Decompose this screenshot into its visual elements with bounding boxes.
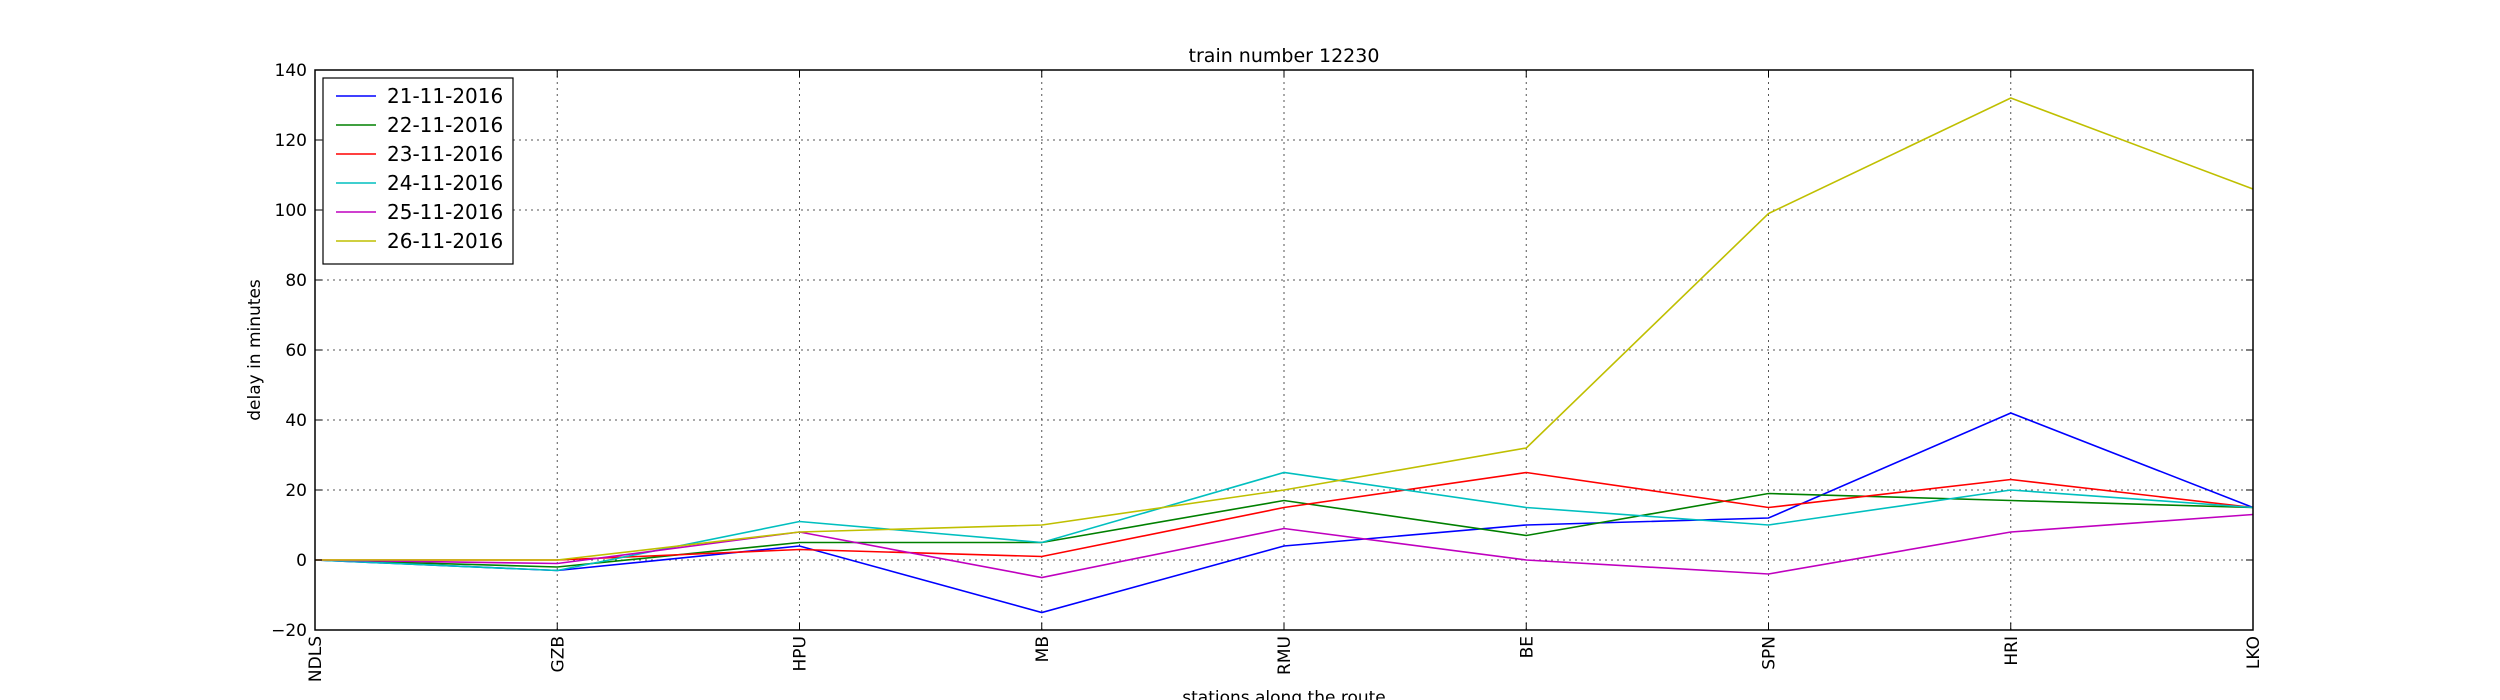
legend-label: 25-11-2016	[387, 200, 503, 224]
y-tick-label: 80	[285, 271, 307, 291]
series-line-22-11-2016	[314, 492, 2254, 568]
legend-label: 22-11-2016	[387, 113, 503, 137]
series-line-21-11-2016	[314, 412, 2254, 614]
y-tick-label: 100	[275, 201, 307, 221]
x-tick-label: HRI	[2002, 636, 2022, 666]
chart-title: train number 12230	[1189, 45, 1380, 67]
y-axis-label: delay in minutes	[245, 279, 265, 421]
y-tick-label: 60	[285, 341, 307, 361]
grid	[315, 70, 2253, 630]
series-line-26-11-2016	[315, 97, 2254, 561]
legend-label: 21-11-2016	[387, 84, 503, 108]
x-tick-label: RMU	[1275, 636, 1295, 675]
y-tick-label: 140	[275, 61, 307, 81]
y-tick-label: 20	[285, 481, 307, 501]
x-tick-label: NDLS	[306, 636, 326, 682]
legend: 21-11-2016 22-11-2016 23-11-2016 24-11-2016…	[322, 77, 514, 265]
y-tick-label: −20	[271, 621, 307, 641]
y-tick-label: 0	[296, 551, 307, 571]
legend-label: 26-11-2016	[387, 229, 503, 253]
y-tick-label: 40	[285, 411, 307, 431]
series-line-25-11-2016	[314, 513, 2254, 579]
x-tick-label: BE	[1517, 636, 1537, 658]
y-tick-label: 120	[275, 131, 307, 151]
x-axis-label: stations along the route	[1182, 688, 1386, 700]
legend-label: 24-11-2016	[387, 171, 503, 195]
x-tick-label: MB	[1033, 636, 1053, 662]
x-tick-label: GZB	[548, 636, 568, 672]
series-line-23-11-2016	[315, 471, 2254, 561]
x-tick-label: LKO	[2244, 636, 2264, 669]
series-line-24-11-2016	[314, 471, 2254, 572]
legend-label: 23-11-2016	[387, 142, 503, 166]
x-tick-label: SPN	[1760, 636, 1780, 670]
x-tick-label: HPU	[791, 636, 811, 671]
axis-ticks: NDLS GZB HPU MB RMU BE SPN HRI LKO −20 0 20 40 60 80 10…	[271, 61, 2264, 682]
legend-box	[322, 77, 514, 265]
series-lines	[314, 97, 2254, 614]
